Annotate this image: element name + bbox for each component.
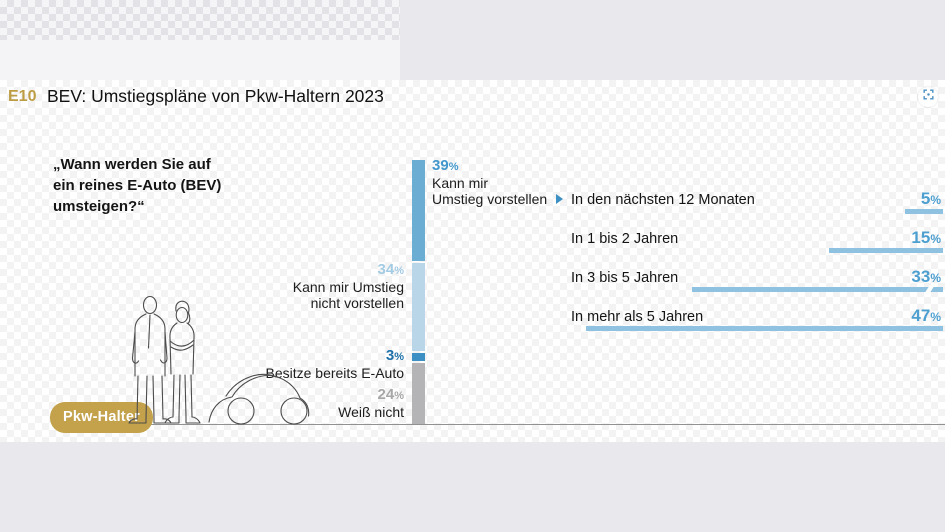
breakdown-bar	[586, 326, 943, 331]
bar-break-mark	[924, 285, 935, 294]
chart-title: BEV: Umstiegspläne von Pkw-Haltern 2023	[47, 86, 384, 106]
breakdown-value: 5%	[920, 189, 941, 208]
breakdown-bar	[829, 248, 943, 253]
baseline	[128, 424, 945, 425]
bar-segment-nicht-vorstellen	[412, 263, 425, 351]
expand-button[interactable]	[918, 87, 938, 107]
stacked-bar	[412, 160, 425, 425]
bar-segment-vorstellen	[412, 160, 425, 261]
fullscreen-icon	[922, 88, 935, 106]
people-and-car-illustration	[128, 295, 310, 425]
bar-segment-weiss-nicht	[412, 363, 425, 425]
population-badge: Pkw-Halter	[50, 402, 153, 433]
breakdown-value: 15%	[911, 228, 941, 247]
breakdown-value: 33%	[911, 267, 941, 286]
segment-label-weiss-nicht: 24% Weiß nicht	[338, 386, 404, 420]
connector-triangle-icon	[556, 194, 563, 204]
bar-segment-besitze-bereits	[412, 353, 425, 361]
segment-label-nicht-vorstellen: 34% Kann mir Umstieg nicht vorstellen	[292, 261, 404, 311]
segment-label-vorstellen: 39% Kann mir Umstieg vorstellen	[432, 157, 548, 207]
breakdown-bar	[692, 285, 943, 294]
chart-canvas: E10 BEV: Umstiegspläne von Pkw-Haltern 2…	[0, 80, 945, 442]
figure-tag: E10	[8, 88, 37, 105]
top-light-band	[0, 40, 400, 80]
transparency-checkerboard-strip	[0, 0, 400, 40]
breakdown-label: In 1 bis 2 Jahren	[571, 231, 679, 247]
breakdown-bar	[905, 209, 943, 214]
segment-label-besitze-bereits: 3% Besitze bereits E-Auto	[265, 347, 404, 381]
breakdown-value: 47%	[911, 306, 941, 325]
breakdown-label: In 3 bis 5 Jahren	[571, 270, 679, 286]
survey-question: „Wann werden Sie auf ein reines E-Auto (…	[53, 156, 222, 215]
breakdown-label: In den nächsten 12 Monaten	[571, 192, 755, 208]
breakdown-label: In mehr als 5 Jahren	[571, 309, 704, 325]
